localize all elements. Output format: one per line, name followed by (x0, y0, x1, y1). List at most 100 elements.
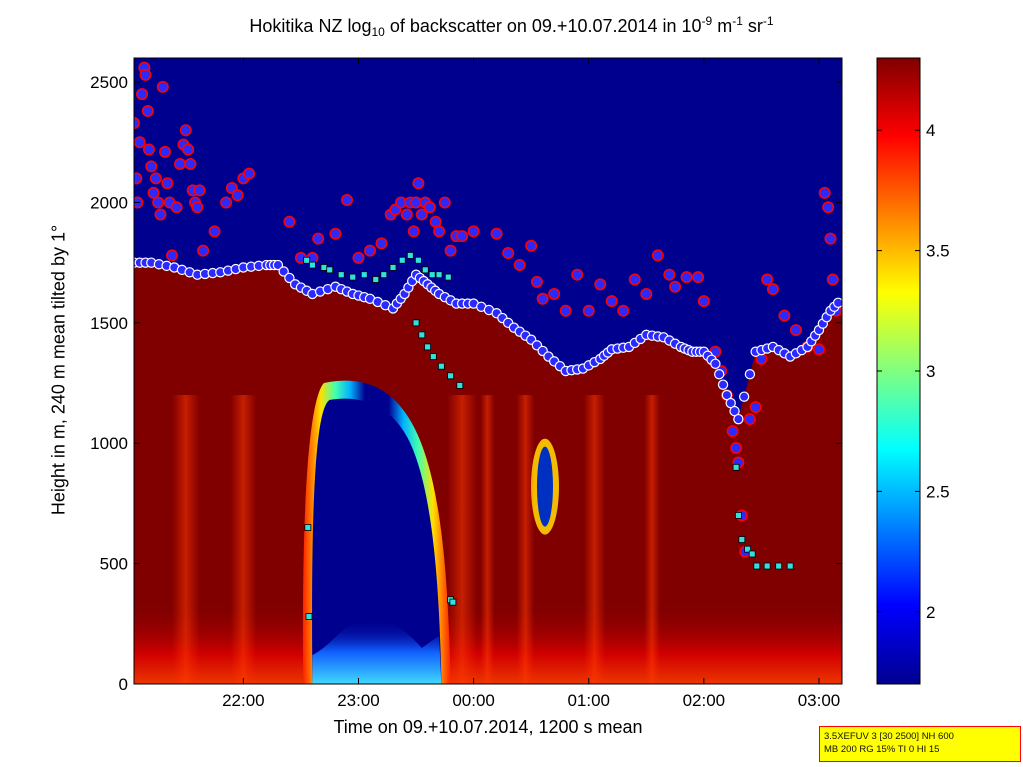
cloud-base-marker (444, 244, 457, 257)
colorbar: 2 2.5 3 3.5 4 (876, 57, 950, 685)
secondary-marker (763, 562, 771, 570)
secondary-marker (428, 271, 436, 279)
cloud-base-marker (730, 442, 743, 455)
cloud-base-marker (680, 271, 693, 284)
secondary-marker (786, 562, 794, 570)
secondary-marker (412, 319, 420, 327)
secondary-marker (456, 382, 464, 389)
heatmap-streak (583, 395, 606, 684)
cloud-base-marker (208, 225, 221, 238)
x-axis-label: Time on 09.+10.07.2014, 1200 s mean (333, 717, 643, 737)
cloud-base-marker (761, 273, 774, 286)
secondary-marker (421, 266, 429, 274)
secondary-marker (406, 252, 414, 259)
secondary-marker (424, 343, 431, 351)
cloud-base-marker (692, 271, 705, 284)
layer-top-marker (714, 369, 725, 380)
cloud-base-marker (423, 201, 436, 214)
cloud-base-marker (559, 304, 572, 317)
cloud-base-marker (456, 230, 469, 243)
cloud-base-marker (697, 295, 710, 308)
layer-top-marker (710, 358, 721, 369)
x-tick-label: 23:00 (337, 691, 380, 710)
secondary-marker (360, 271, 368, 279)
x-tick-label: 03:00 (798, 691, 841, 710)
cloud-base-marker (375, 237, 388, 250)
cloud-base-marker (231, 189, 244, 202)
layer-top-marker (733, 413, 744, 425)
secondary-marker (349, 273, 357, 281)
cloud-base-marker (415, 208, 428, 221)
secondary-marker (389, 264, 397, 271)
colorbar-tick-label: 2.5 (926, 482, 950, 501)
layer-top-marker (744, 369, 756, 380)
heatmap-streak (516, 395, 535, 684)
cloud-base-marker (147, 186, 160, 199)
cloud-base-marker (193, 184, 206, 197)
cloud-base-marker (663, 268, 676, 281)
cloud-base-marker (412, 177, 425, 190)
cloud-base-marker (438, 196, 451, 209)
cloud-base-marker (197, 244, 210, 257)
secondary-marker (753, 562, 761, 570)
secondary-marker (326, 266, 334, 274)
cloud-base-marker (749, 401, 762, 414)
secondary-marker (380, 271, 388, 279)
secondary-marker (748, 550, 756, 558)
cloud-base-marker (159, 145, 172, 158)
layer-top-marker (717, 379, 729, 390)
cloud-base-marker (766, 283, 779, 296)
cloud-base-marker (156, 80, 169, 93)
cloud-base-marker (669, 280, 682, 293)
secondary-marker (437, 362, 445, 370)
cloud-base-marker (743, 413, 756, 426)
secondary-marker (732, 463, 740, 471)
cloud-base-marker (407, 225, 420, 238)
colorbar-tick-label: 3.5 (926, 242, 950, 261)
y-tick-label: 2000 (90, 193, 128, 212)
info-box-line-1: 3.5XEFUV 3 [30 2500] NH 600 (824, 731, 954, 742)
plot-frame (133, 57, 843, 685)
info-box: 3.5XEFUV 3 [30 2500] NH 600 MB 200 RG 15… (819, 726, 1021, 762)
cloud-base-marker (182, 143, 195, 156)
x-tick-label: 01:00 (567, 691, 610, 710)
heatmap-streak (480, 395, 495, 684)
cloud-base-marker (726, 425, 739, 438)
cloud-base-marker (640, 287, 653, 300)
cloud-base-marker (191, 201, 204, 214)
secondary-marker (444, 273, 452, 281)
secondary-marker (337, 271, 345, 279)
axes: 22:00 23:00 00:00 01:00 02:00 03:00 0 500 1000 15… (90, 57, 843, 710)
cloud-base-marker (141, 104, 154, 117)
cloud-base-marker (778, 309, 791, 322)
colorbar-tick-label: 3 (926, 362, 935, 381)
cloud-base-marker (363, 244, 376, 257)
cloud-base-marker (628, 273, 641, 286)
heatmap-clear-gap (312, 398, 442, 684)
secondary-marker (447, 372, 454, 380)
cloud-base-marker (139, 68, 152, 81)
x-tick-label: 22:00 (222, 691, 265, 710)
x-tick-label: 02:00 (683, 691, 726, 710)
cloud-base-marker (142, 143, 155, 156)
x-tick-label: 00:00 (452, 691, 495, 710)
y-tick-label: 500 (100, 555, 128, 574)
cloud-base-marker (818, 186, 831, 199)
layer-top-marker (278, 266, 289, 277)
cloud-base-marker (433, 225, 446, 238)
cloud-base-marker (149, 172, 162, 185)
cloud-base-marker (812, 343, 825, 356)
heatmap-streak (171, 395, 200, 684)
cloud-base-marker (548, 287, 561, 300)
cloud-base-marker (220, 196, 233, 209)
colorbar-tick-label: 2 (926, 603, 935, 622)
cloud-base-marker (134, 172, 143, 185)
cloud-base-marker (179, 124, 192, 137)
cloud-base-marker (340, 194, 353, 207)
secondary-marker (744, 545, 751, 553)
secondary-marker (372, 276, 380, 283)
cloud-base-marker (312, 232, 325, 245)
secondary-marker (738, 536, 746, 543)
cloud-base-marker (134, 136, 146, 149)
